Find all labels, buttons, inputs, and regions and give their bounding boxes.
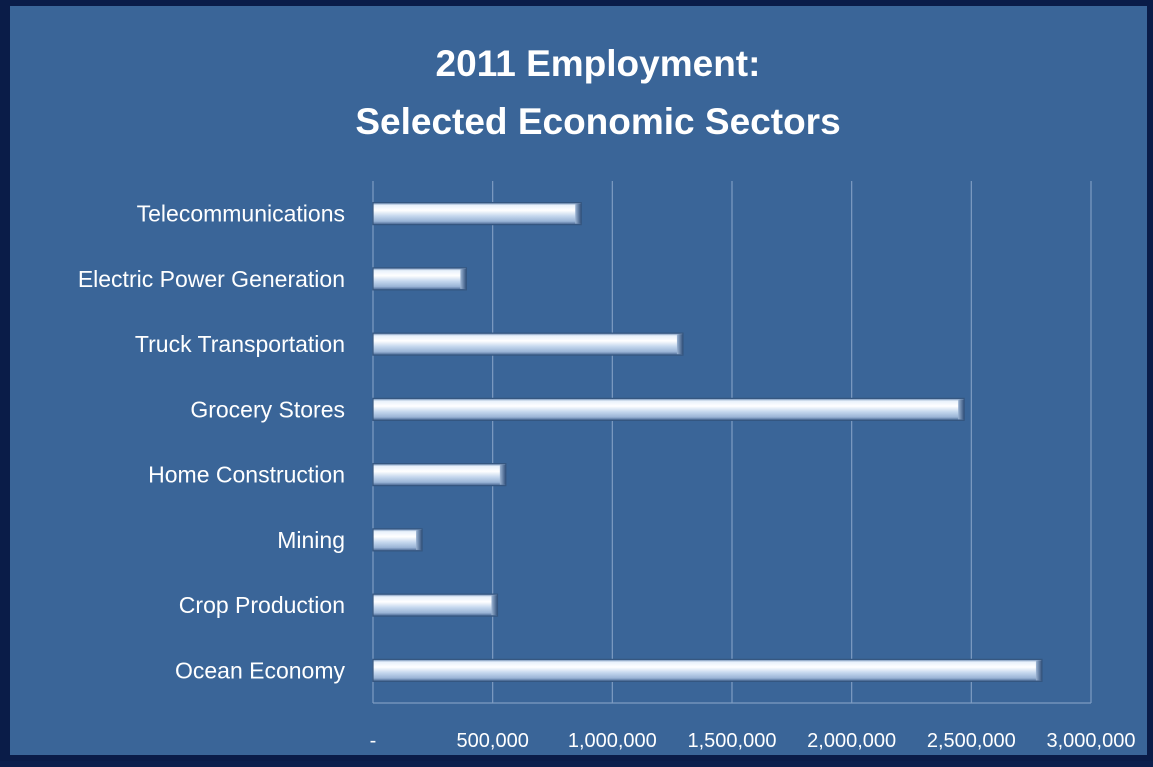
bar-end-cap-4 [499,464,506,485]
chart-title: 2011 Employment: Selected Economic Secto… [355,43,840,142]
chart-title-line-2: Selected Economic Sectors [355,101,840,142]
x-tick-label-0: - [370,730,377,752]
bar-end-cap-1 [460,268,467,289]
category-label-0: Telecommunications [137,201,345,227]
bar-0 [372,202,582,226]
category-label-6: Crop Production [179,592,345,618]
bar-2 [372,332,684,356]
x-tick-label-5: 2,500,000 [927,730,1016,752]
bars [372,202,1043,682]
bar-body-4 [372,463,507,487]
bar-3 [372,397,965,421]
bar-6 [372,593,499,617]
category-label-1: Electric Power Generation [78,266,345,292]
bar-body-6 [372,593,499,617]
x-tick-label-2: 1,000,000 [568,730,657,752]
bar-end-cap-3 [958,399,965,420]
bar-1 [372,267,467,291]
bar-end-cap-2 [676,334,683,355]
bar-chart: 2011 Employment: Selected Economic Secto… [78,43,1136,752]
category-labels: Telecommunications Electric Power Generat… [78,201,346,684]
bar-end-cap-6 [491,595,498,616]
x-tick-label-3: 1,500,000 [688,730,777,752]
x-tick-label-4: 2,000,000 [807,730,896,752]
bar-5 [372,528,423,552]
category-label-2: Truck Transportation [135,331,345,357]
bar-end-cap-5 [416,529,423,550]
bar-body-3 [372,397,965,421]
bar-end-cap-0 [575,203,582,224]
x-tick-label-6: 3,000,000 [1047,730,1136,752]
bar-7 [372,658,1043,682]
category-label-3: Grocery Stores [190,396,345,422]
x-axis-tick-labels: - 500,000 1,000,000 1,500,000 2,000,000 2,500… [370,730,1136,752]
bar-body-7 [372,658,1043,682]
chart-title-line-1: 2011 Employment: [436,43,761,84]
category-label-5: Mining [277,527,345,553]
bar-4 [372,463,507,487]
grid-lines [372,181,1092,704]
category-label-7: Ocean Economy [175,657,346,683]
bar-body-5 [372,528,423,552]
bar-end-cap-7 [1035,660,1042,681]
category-label-4: Home Construction [148,462,345,488]
bar-body-0 [372,202,582,226]
x-tick-label-1: 500,000 [457,730,529,752]
bar-body-2 [372,332,684,356]
bar-body-1 [372,267,467,291]
